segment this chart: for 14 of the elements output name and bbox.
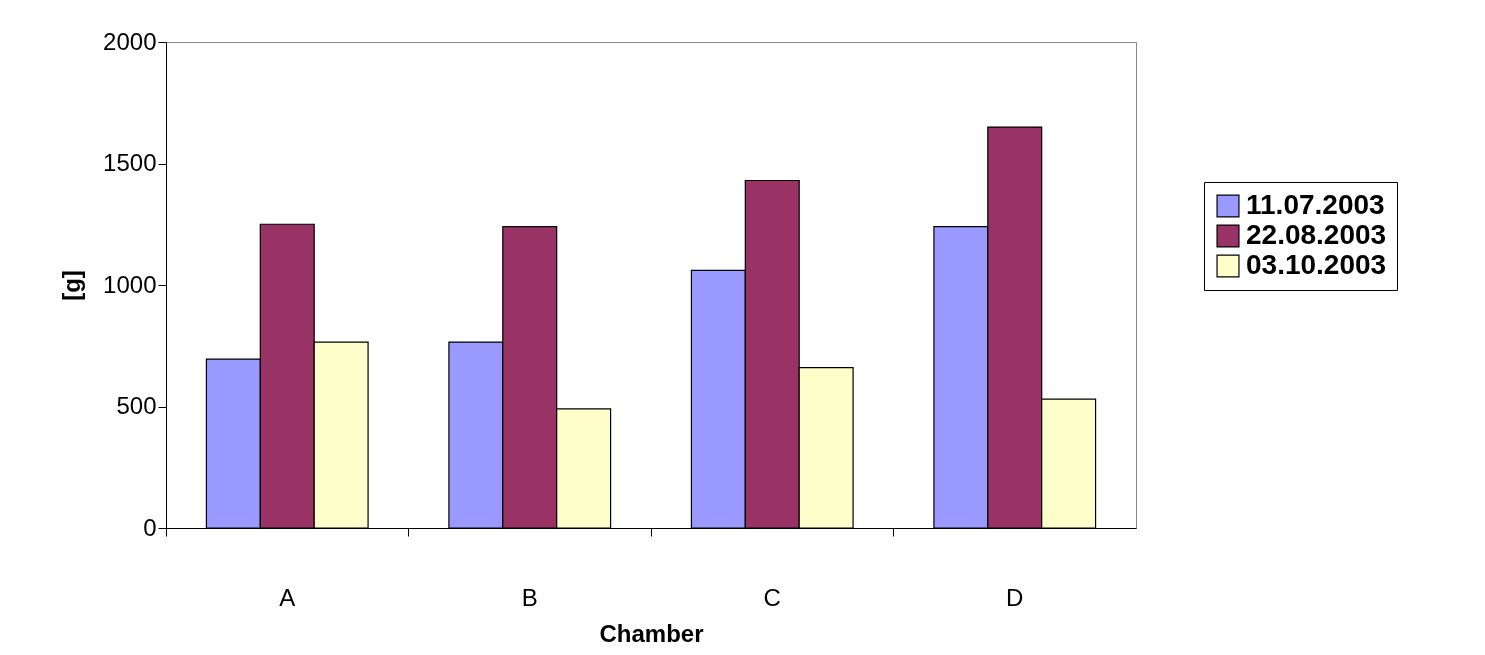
legend-label: 22.08.2003: [1246, 219, 1387, 250]
legend-label: 03.10.2003: [1246, 249, 1387, 280]
y-tick-label: 1000: [103, 270, 157, 298]
y-tick-label: 500: [116, 392, 157, 419]
y-tick-label: 0: [143, 513, 157, 541]
x-axis-title: Chamber: [599, 619, 704, 647]
y-axis-title: [g]: [58, 270, 86, 301]
x-tick-label: C: [763, 583, 781, 611]
legend-label: 11.07.2003: [1246, 189, 1385, 220]
x-tick-label: B: [521, 583, 538, 611]
x-tick-label: D: [1006, 583, 1024, 611]
y-tick-label: 1500: [103, 149, 157, 176]
y-tick-label: 2000: [103, 27, 157, 55]
x-tick-label: A: [279, 583, 296, 611]
